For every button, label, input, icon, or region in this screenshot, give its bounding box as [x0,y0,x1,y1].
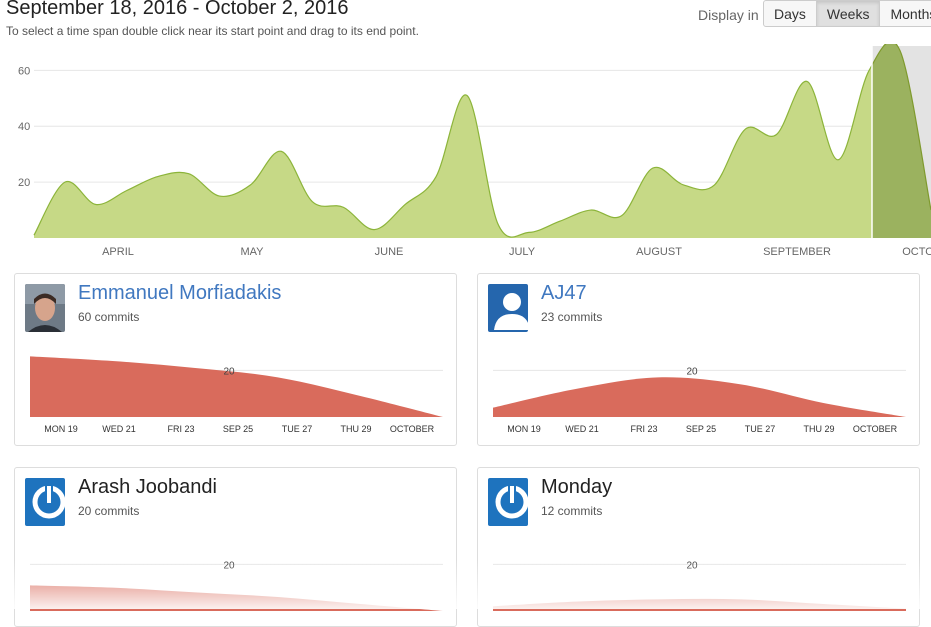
avatar [488,478,528,526]
series-area [493,598,906,611]
y-tick-label: 20 [223,366,235,377]
power-avatar-icon [488,478,528,526]
contributor-card: Arash Joobandi 20 commits 20 [14,467,457,627]
x-tick-label: FRI 23 [630,424,657,434]
x-month-label: MAY [240,246,264,258]
contributor-name-link[interactable]: Emmanuel Morfiadakis [78,282,282,304]
contributor-name-link[interactable]: AJ47 [541,282,587,304]
weeks-button[interactable]: Weeks [815,0,881,27]
x-tick-label: FRI 23 [167,424,194,434]
y-tick-label: 20 [18,177,30,189]
commit-count: 20 commits [78,504,140,518]
x-month-label: SEPTEMBER [763,246,831,258]
x-tick-label: OCTOBER [853,424,898,434]
commit-count: 12 commits [541,504,603,518]
x-tick-label: OCTOBER [390,424,435,434]
display-in-label: Display in [698,7,759,23]
series-area [30,585,443,611]
series-area [34,44,931,238]
selection-area [872,44,931,238]
contributor-card: AJ47 23 commits 20 MON 19 WED 21 FRI 23 SEP … [477,273,920,446]
avatar [488,284,528,332]
series-line [33,44,931,238]
contributor-name: Monday [541,476,613,498]
x-tick-label: THU 29 [340,424,371,434]
y-tick-label: 20 [686,366,698,377]
x-month-label: OCTO [902,246,931,258]
x-tick-label: TUE 27 [745,424,776,434]
x-tick-label: TUE 27 [282,424,313,434]
contributor-area-chart: 20 MON 19 WED 21 FRI 23 SEP 25 TUE 27 THU 29 OC… [493,366,906,434]
y-tick-label: 40 [18,121,30,133]
x-tick-label: MON 19 [507,424,541,434]
x-tick-label: SEP 25 [223,424,253,434]
avatar [25,284,65,332]
x-tick-label: THU 29 [803,424,834,434]
y-tick-label: 20 [223,560,235,571]
page-title: September 18, 2016 - October 2, 2016 [6,0,349,19]
x-tick-label: WED 21 [102,424,136,434]
y-tick-label: 60 [18,65,30,77]
months-button[interactable]: Months [879,0,931,27]
contributor-area-chart: 20 MON 19 WED 21 FRI 23 SEP 25 TUE 27 THU 29 OC… [30,356,443,434]
commits-area-chart[interactable]: 20 40 60 APRIL MAY JUNE JULY AUGUST SEPTEMBER OCT… [0,44,931,269]
series-area [30,356,443,417]
contributor-card: Monday 12 commits 20 [477,467,920,627]
commit-count: 60 commits [78,310,140,324]
contributor-card: Emmanuel Morfiadakis 60 commits 20 MON 19… [14,273,457,446]
power-avatar-icon [25,478,65,526]
x-month-label: JULY [509,246,536,258]
contributor-area-chart: 20 [493,560,906,611]
display-toggle-group: Days Weeks Months [763,0,931,28]
page-subtitle: To select a time span double click near … [6,24,419,38]
x-month-label: AUGUST [636,246,682,258]
commit-count: 23 commits [541,310,603,324]
days-button[interactable]: Days [763,0,817,27]
x-month-label: APRIL [102,246,134,258]
series-area [493,377,906,417]
contributor-name: Arash Joobandi [78,476,217,498]
y-tick-label: 20 [686,560,698,571]
contributor-area-chart: 20 [30,560,443,611]
x-tick-label: MON 19 [44,424,78,434]
avatar [25,478,65,526]
x-month-label: JUNE [375,246,404,258]
x-tick-label: WED 21 [565,424,599,434]
photo-avatar-icon [25,284,65,332]
person-avatar-icon [488,284,528,332]
x-tick-label: SEP 25 [686,424,716,434]
